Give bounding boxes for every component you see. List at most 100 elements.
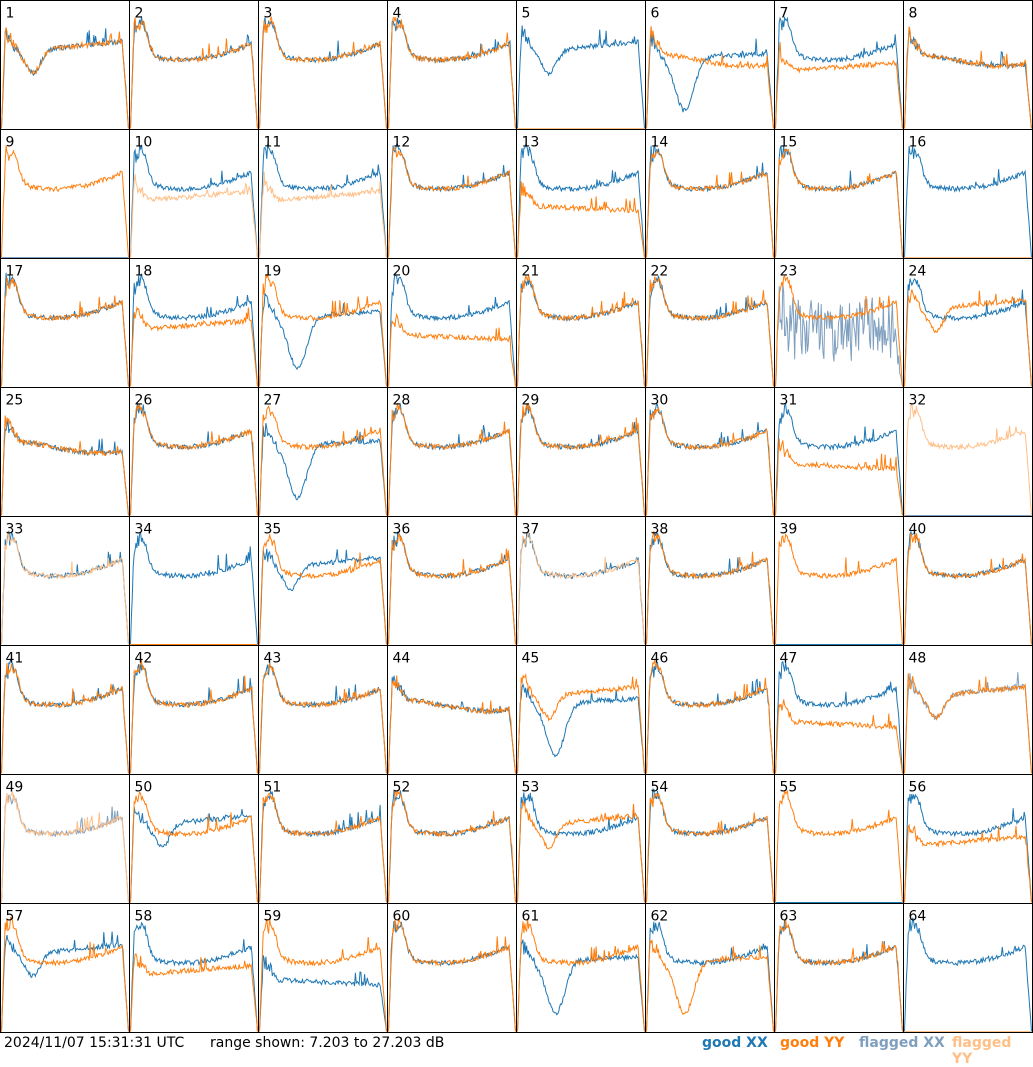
- panel-frame: [774, 129, 904, 259]
- panel-31: 31: [774, 387, 904, 517]
- panel-frame: [516, 0, 646, 130]
- series-yy-good: [1, 916, 129, 1032]
- series-yy-good: [388, 789, 516, 903]
- panel-64: 64: [903, 903, 1033, 1033]
- series-yy-good: [388, 917, 516, 1032]
- panel-number-label: 38: [651, 522, 669, 538]
- series-yy-good: [775, 918, 903, 1032]
- series-xx-good: [259, 143, 387, 258]
- panel-number-label: 60: [393, 909, 411, 925]
- series-yy-flagged: [1, 790, 129, 903]
- series-yy-good: [646, 792, 774, 903]
- series-xx-good: [259, 548, 387, 645]
- series-yy-good: [646, 276, 774, 387]
- series-yy-good: [646, 659, 774, 774]
- panel-number-label: 55: [780, 780, 798, 796]
- series-yy-good: [130, 659, 258, 774]
- panel-frame: [258, 516, 388, 646]
- panel-number-label: 51: [264, 780, 282, 796]
- panel-number-label: 61: [522, 909, 540, 925]
- panel-54: 54: [645, 774, 775, 904]
- series-yy-good: [775, 148, 903, 258]
- panel-52: 52: [387, 774, 517, 904]
- series-xx-good: [1, 931, 129, 1032]
- panel-32: 32: [903, 387, 1033, 517]
- panel-number-label: 37: [522, 522, 540, 538]
- panel-number-label: 41: [6, 651, 24, 667]
- range-label: range shown: 7.203 to 27.203 dB: [210, 1035, 445, 1051]
- panel-frame: [258, 258, 388, 388]
- panel-56: 56: [903, 774, 1033, 904]
- panel-number-label: 44: [393, 651, 411, 667]
- panel-frame: [258, 645, 388, 775]
- panel-30: 30: [645, 387, 775, 517]
- panel-2: 2: [129, 0, 259, 130]
- panel-45: 45: [516, 645, 646, 775]
- panel-frame: [516, 774, 646, 904]
- series-xx-good: [130, 531, 258, 645]
- series-yy-flagged: [259, 171, 387, 258]
- panel-number-label: 46: [651, 651, 669, 667]
- panel-frame: [387, 903, 517, 1033]
- panel-15: 15: [774, 129, 904, 259]
- series-xx-good: [904, 917, 1032, 1032]
- panel-number-label: 59: [264, 909, 282, 925]
- series-xx-good: [259, 17, 387, 129]
- panel-59: 59: [258, 903, 388, 1033]
- panel-number-label: 53: [522, 780, 540, 796]
- panel-38: 38: [645, 516, 775, 646]
- panel-47: 47: [774, 645, 904, 775]
- series-yy-good: [775, 42, 903, 129]
- series-yy-good: [1, 27, 129, 129]
- series-xx-good: [130, 806, 258, 903]
- panel-39: 39: [774, 516, 904, 646]
- panel-frame: [903, 387, 1033, 517]
- panel-6: 6: [645, 0, 775, 130]
- series-yy-good: [388, 675, 516, 774]
- panel-number-label: 64: [909, 909, 927, 925]
- series-yy-good: [646, 405, 774, 516]
- series-yy-good: [388, 402, 516, 516]
- footer-bar: 2024/11/07 15:31:31 UTC range shown: 7.2…: [0, 1033, 1033, 1067]
- series-yy-good: [517, 800, 645, 903]
- panel-28: 28: [387, 387, 517, 517]
- panel-frame: [645, 258, 775, 388]
- series-yy-good: [517, 918, 645, 1032]
- panel-number-label: 12: [393, 135, 411, 151]
- panel-48: 48: [903, 645, 1033, 775]
- series-xx-good: [517, 792, 645, 903]
- series-xx-good: [904, 793, 1032, 903]
- series-yy-good: [904, 26, 1032, 129]
- panel-number-label: 48: [909, 651, 927, 667]
- panel-14: 14: [645, 129, 775, 259]
- panel-frame: [258, 129, 388, 259]
- series-yy-good: [517, 274, 645, 387]
- panel-9: 9: [0, 129, 130, 259]
- panel-number-label: 49: [6, 780, 24, 796]
- panel-frame: [516, 645, 646, 775]
- panel-19: 19: [258, 258, 388, 388]
- series-yy-good: [646, 26, 774, 129]
- series-xx-good: [904, 278, 1032, 387]
- panel-frame: [774, 516, 904, 646]
- series-xx-good: [517, 25, 645, 129]
- panel-35: 35: [258, 516, 388, 646]
- panel-frame: [0, 903, 130, 1033]
- panel-frame: [258, 774, 388, 904]
- panel-33: 33: [0, 516, 130, 646]
- series-xx-good: [130, 921, 258, 1032]
- panel-frame: [387, 258, 517, 388]
- panel-8: 8: [903, 0, 1033, 130]
- series-yy-good: [130, 791, 258, 903]
- panel-number-label: 30: [651, 393, 669, 409]
- series-yy-good: [259, 917, 387, 1032]
- series-yy-good: [517, 672, 645, 774]
- panel-number-label: 47: [780, 651, 798, 667]
- panel-number-label: 50: [135, 780, 153, 796]
- panel-frame: [645, 645, 775, 775]
- panel-18: 18: [129, 258, 259, 388]
- panel-frame: [129, 645, 259, 775]
- panel-frame: [258, 903, 388, 1033]
- series-yy-good: [775, 533, 903, 645]
